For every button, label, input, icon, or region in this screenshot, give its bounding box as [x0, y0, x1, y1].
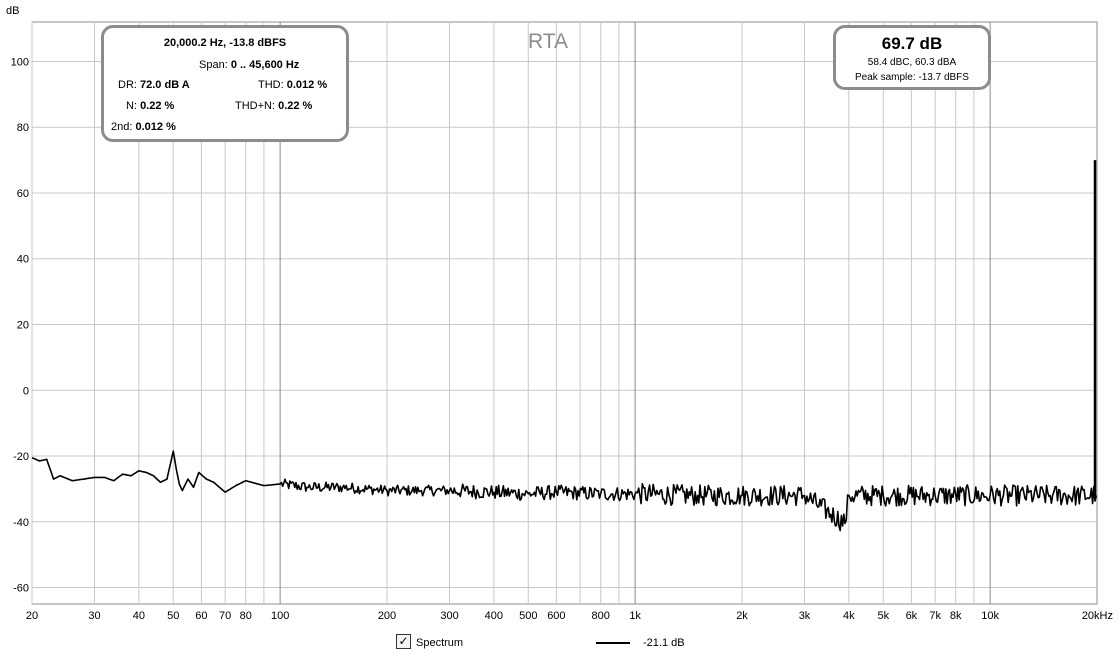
x-tick-label: 40 [133, 610, 145, 622]
y-tick-label: 60 [17, 188, 29, 200]
y-tick-label: 100 [11, 56, 29, 68]
weighted-levels: 58.4 dBC, 60.3 dBA [867, 57, 957, 68]
spectrum-trace [31, 450, 1097, 532]
x-tick-label: 7k [929, 610, 941, 622]
second-harmonic-value: 0.012 % [135, 121, 176, 133]
y-tick-label: -40 [13, 517, 29, 529]
x-tick-label: 20kHz [1082, 610, 1113, 622]
y-tick-label: 80 [17, 122, 29, 134]
thdn-row: THD+N: 0.22 % [235, 100, 312, 112]
x-tick-label: 100 [271, 610, 289, 622]
cursor-readout: 20,000.2 Hz, -13.8 dBFS [163, 37, 287, 49]
noise-value: 0.22 % [140, 100, 175, 112]
thdn-label: THD+N: [235, 100, 276, 112]
legend-value: -21.1 dB [643, 637, 685, 649]
second-harmonic-row: 2nd: 0.012 % [111, 121, 176, 133]
y-tick-label: -20 [13, 451, 29, 463]
y-tick-label: -60 [13, 583, 29, 595]
span-label: Span: [199, 59, 228, 71]
y-tick-label: 20 [17, 320, 29, 332]
x-tick-label: 20 [26, 610, 38, 622]
thdn-value: 0.22 % [278, 100, 313, 112]
x-tick-label: 400 [485, 610, 503, 622]
x-tick-label: 500 [519, 610, 537, 622]
thd-label: THD: [258, 79, 284, 91]
y-tick-labels: 100 80 60 40 20 0 -20 -40 -60 [11, 56, 29, 594]
y-tick-label: 0 [23, 385, 29, 397]
x-tick-label: 800 [592, 610, 610, 622]
x-tick-label: 10k [981, 610, 999, 622]
spl-level: 69.7 dB [881, 34, 943, 53]
span-row: Span: 0 .. 45,600 Hz [199, 59, 299, 71]
x-tick-label: 600 [547, 610, 565, 622]
thd-row: THD: 0.012 % [258, 79, 327, 91]
x-tick-label: 3k [799, 610, 811, 622]
x-tick-label: 5k [877, 610, 889, 622]
x-tick-label: 60 [195, 610, 207, 622]
dr-value: 72.0 dB A [140, 79, 190, 91]
legend-line-swatch [596, 642, 630, 644]
noise-row: N: 0.22 % [126, 100, 174, 112]
x-tick-label: 300 [440, 610, 458, 622]
measurement-info-box[interactable]: 20,000.2 Hz, -13.8 dBFS Span: 0 .. 45,60… [101, 25, 349, 142]
dr-label: DR: [118, 79, 137, 91]
y-axis-label: dB [6, 5, 19, 17]
x-tick-label: 2k [736, 610, 748, 622]
chart-title: RTA [528, 30, 569, 53]
y-tick-label: 40 [17, 254, 29, 266]
x-tick-label: 8k [950, 610, 962, 622]
noise-label: N: [126, 100, 137, 112]
x-tick-label: 1k [629, 610, 641, 622]
x-tick-label: 4k [843, 610, 855, 622]
spectrum-checkbox[interactable]: ✓ [396, 634, 411, 649]
x-tick-labels: 20 30 40 50 60 70 80 100 200 300 400 500 600 800 1k 2k 3… [26, 610, 1113, 622]
x-tick-label: 70 [219, 610, 231, 622]
peak-sample: Peak sample: -13.7 dBFS [855, 72, 969, 83]
thd-value: 0.012 % [286, 79, 328, 91]
legend-label: Spectrum [416, 637, 464, 649]
x-tick-label: 80 [240, 610, 252, 622]
x-tick-label: 200 [378, 610, 396, 622]
dr-row: DR: 72.0 dB A [118, 79, 190, 91]
span-value: 0 .. 45,600 Hz [230, 59, 300, 71]
x-tick-label: 50 [167, 610, 179, 622]
second-harmonic-label: 2nd: [111, 121, 133, 133]
x-tick-label: 6k [906, 610, 918, 622]
level-info-box[interactable]: 69.7 dB 58.4 dBC, 60.3 dBA Peak sample: … [833, 25, 991, 90]
x-tick-label: 30 [88, 610, 100, 622]
